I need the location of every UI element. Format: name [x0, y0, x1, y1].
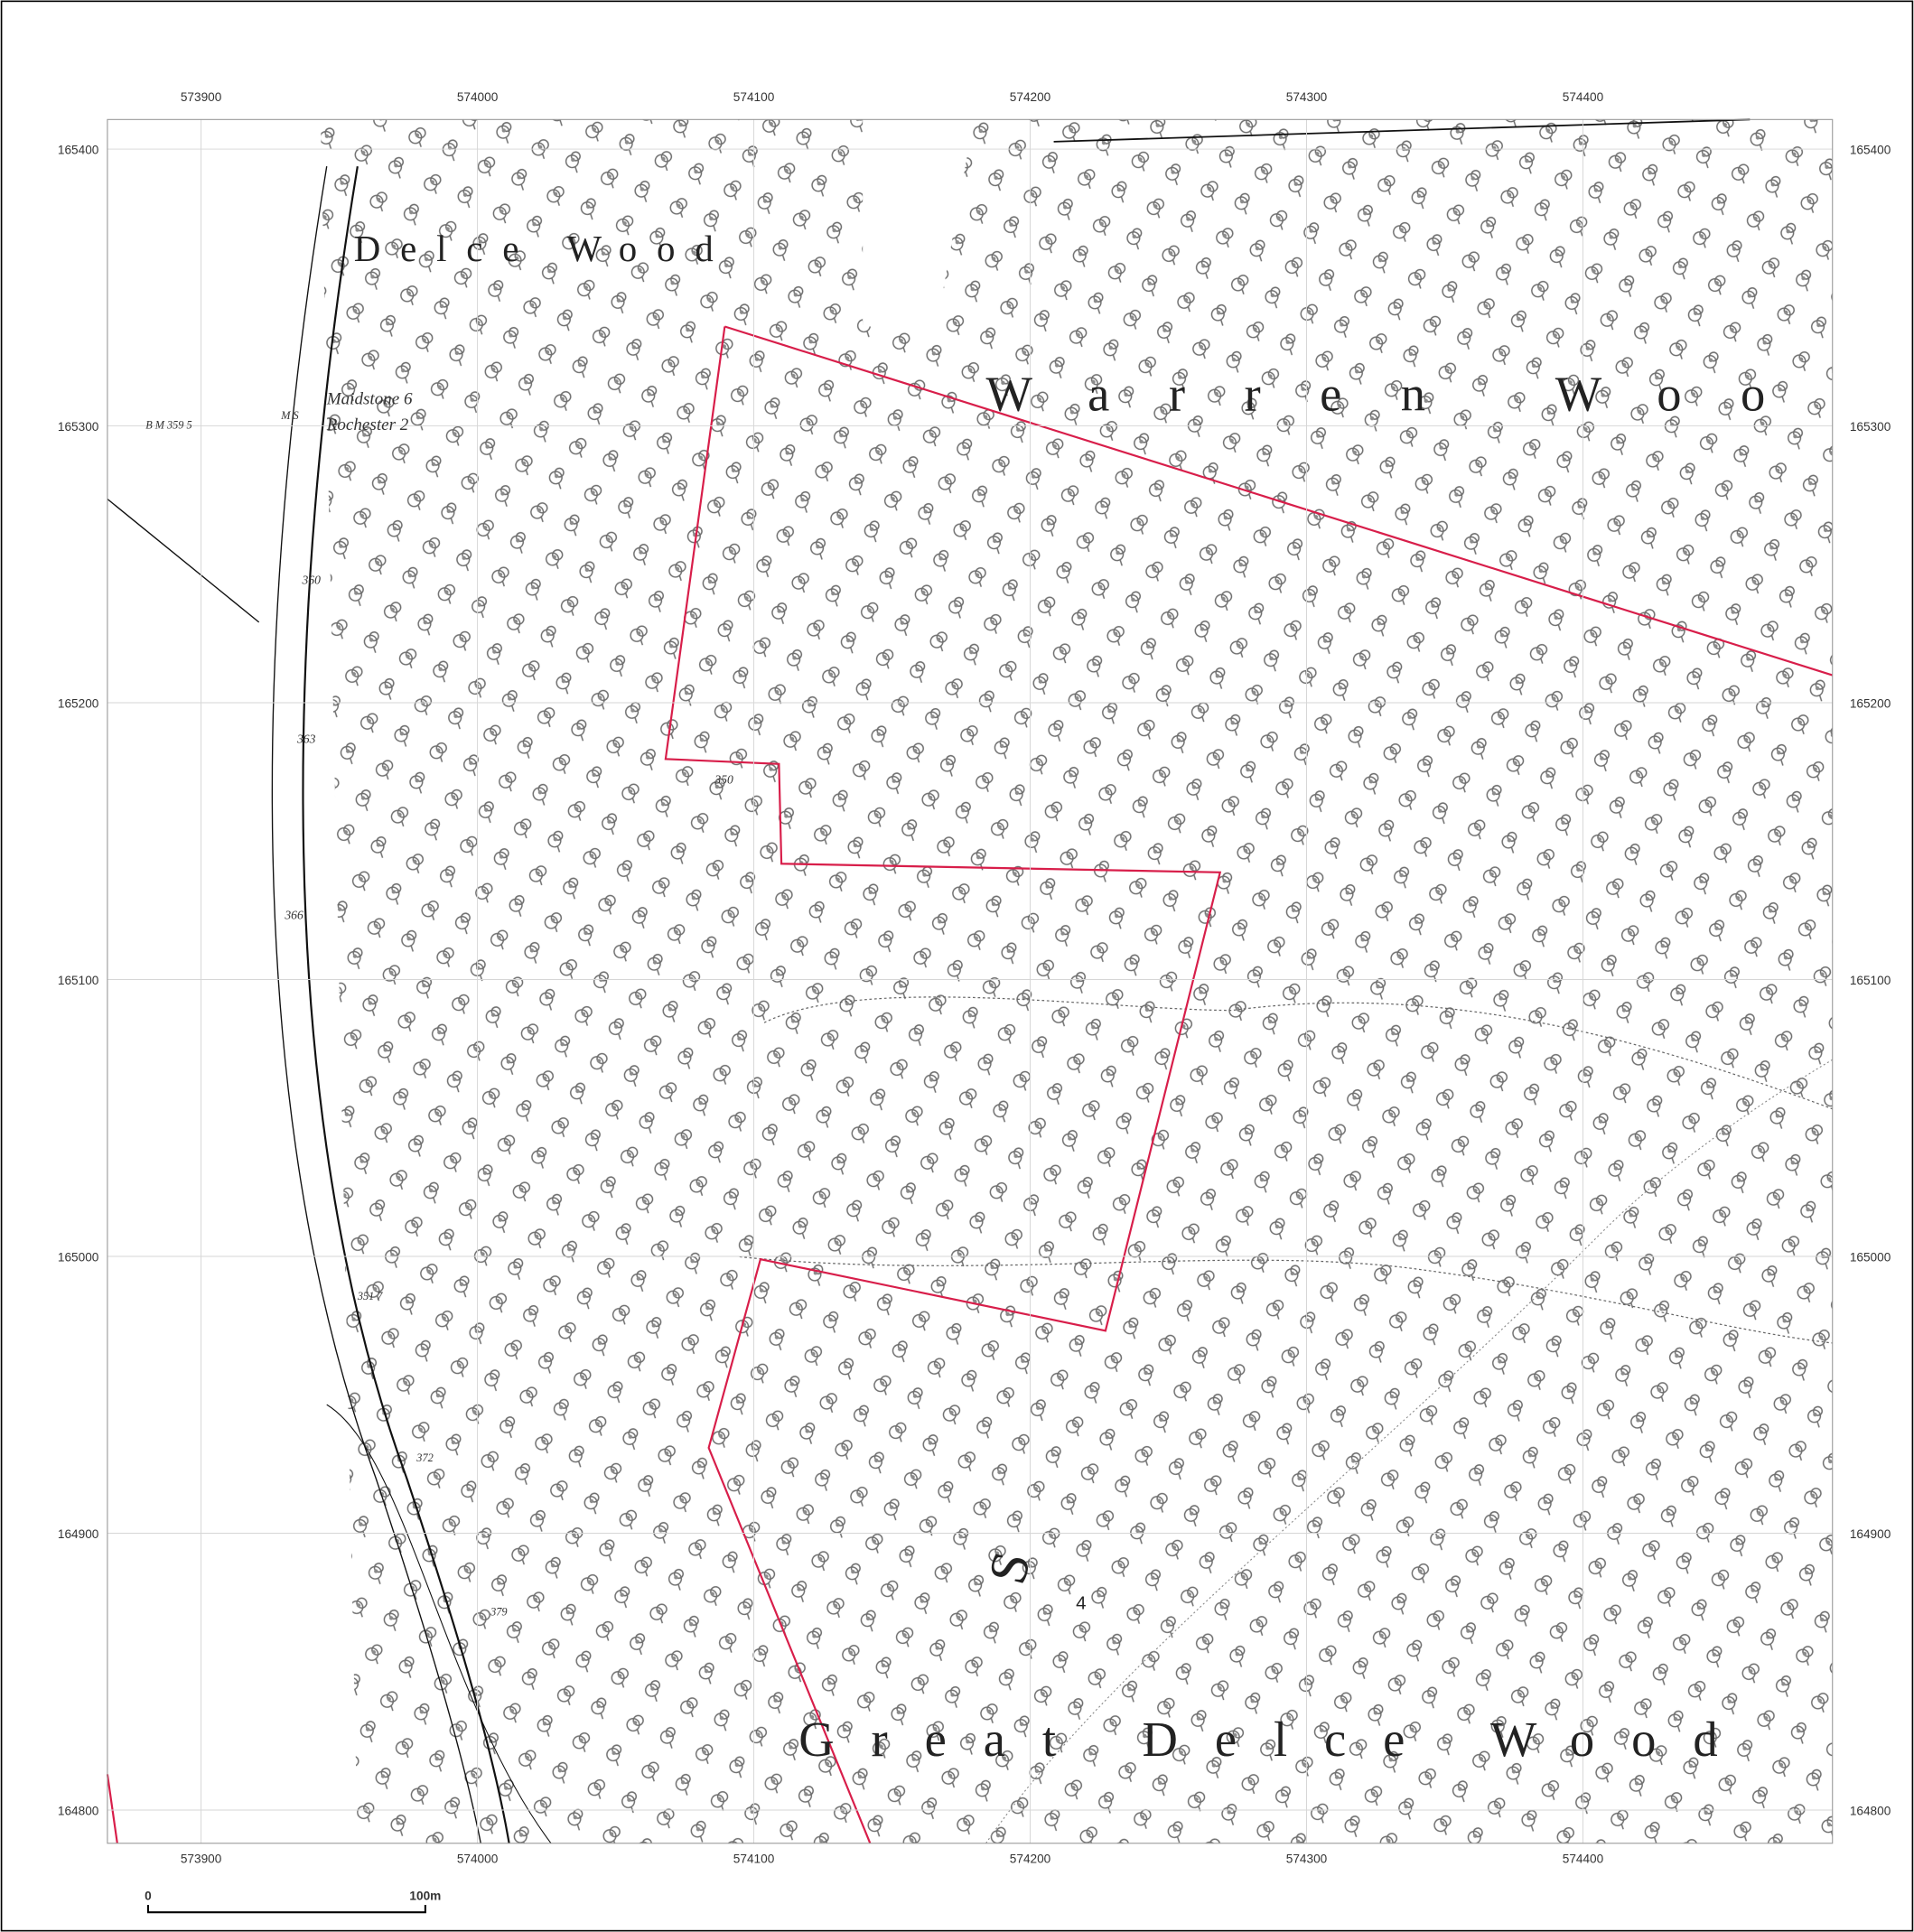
- place-name: Delce Wood: [354, 229, 733, 269]
- annotation: Rochester 2: [326, 415, 409, 434]
- annotation: B M 359 5: [145, 419, 191, 432]
- easting-label: 573900: [181, 1853, 222, 1866]
- annotation: 351 7: [357, 1290, 383, 1302]
- northing-label: 165100: [58, 974, 99, 987]
- place-name: 4: [1076, 1593, 1086, 1614]
- woodland: [107, 119, 1833, 1843]
- site-boundary: [664, 326, 1222, 1844]
- clearing: [863, 119, 974, 327]
- track: [326, 1404, 552, 1844]
- northing-label: 165400: [58, 144, 99, 157]
- easting-label: 574000: [457, 1853, 499, 1866]
- northing-label: 165300: [1850, 420, 1891, 434]
- easting-label: 574400: [1563, 1853, 1604, 1866]
- scale-end: 100m: [409, 1890, 441, 1903]
- northing-label: 164900: [1850, 1527, 1891, 1541]
- map-frame: [107, 118, 1834, 1844]
- annotation: 360: [301, 574, 321, 587]
- northing-label: 165000: [1850, 1250, 1891, 1264]
- easting-label: 573900: [181, 90, 222, 104]
- map-body: [106, 118, 1834, 1844]
- scale-bar-line: [146, 1904, 426, 1914]
- grid: [107, 119, 1833, 1843]
- footpath: [763, 996, 1833, 1110]
- site-boundary: [724, 325, 1834, 677]
- annotation: 366: [284, 909, 303, 922]
- labels: 573900 573900 574000 574000 574100 574100 5742…: [58, 90, 1891, 1866]
- northing-label: 165400: [1850, 144, 1891, 157]
- easting-label: 574300: [1286, 1853, 1328, 1866]
- annotation: 363: [296, 733, 316, 746]
- easting-label: 574100: [733, 90, 775, 104]
- northing-label: 165200: [1850, 696, 1891, 710]
- track: [107, 498, 260, 623]
- northing-label: 165300: [58, 420, 99, 434]
- road-edge: [302, 165, 510, 1843]
- road-edge: [271, 166, 481, 1843]
- footpath: [739, 1255, 1833, 1344]
- easting-label: 574400: [1563, 90, 1604, 104]
- annotation: Maidstone 6: [326, 389, 413, 408]
- clearing: [107, 119, 358, 1843]
- easting-label: 574200: [1010, 1853, 1051, 1866]
- easting-label: 574000: [457, 90, 499, 104]
- northing-label: 164800: [58, 1804, 99, 1817]
- easting-label: 574100: [733, 1853, 775, 1866]
- easting-label: 574300: [1286, 90, 1328, 104]
- northing-label: 165100: [1850, 974, 1891, 987]
- scale-bar: 0 100m: [145, 1890, 441, 1914]
- northing-label: 164900: [58, 1527, 99, 1541]
- annotation: 372: [415, 1451, 433, 1464]
- easting-label: 574200: [1010, 90, 1051, 104]
- footpath: [985, 1059, 1834, 1844]
- boundary: [1053, 118, 1751, 143]
- scale-start: 0: [145, 1890, 152, 1903]
- place-name: Great Delce Wood: [798, 1712, 1754, 1767]
- place-name: Warren Woo: [986, 366, 1825, 421]
- northing-label: 165000: [58, 1250, 99, 1264]
- annotation: 350: [714, 773, 733, 787]
- annotation: 379: [490, 1605, 507, 1618]
- northing-label: 164800: [1850, 1804, 1891, 1817]
- northing-label: 165200: [58, 696, 99, 710]
- annotation: M S: [280, 409, 298, 422]
- site-boundary: [106, 1774, 118, 1843]
